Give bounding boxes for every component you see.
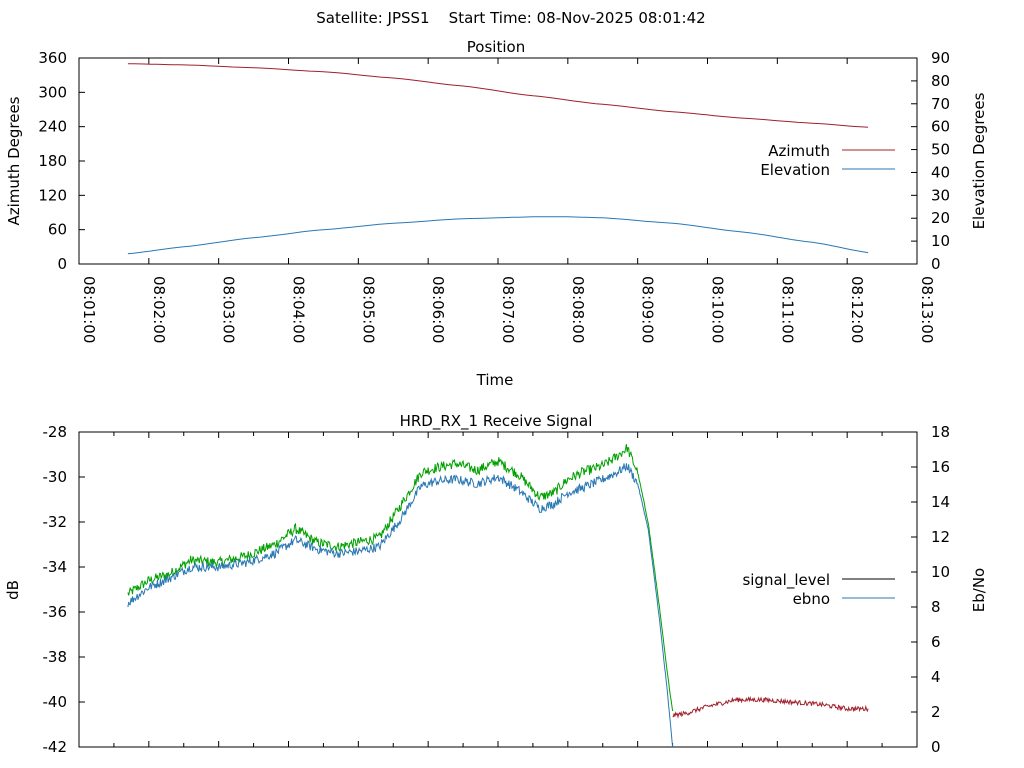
legend-label-signal-level: signal_level bbox=[742, 571, 830, 590]
position-x-tick-label: 08:12:00 bbox=[848, 276, 866, 343]
receive-y-tick-label: -38 bbox=[43, 648, 68, 666]
receive-y2-tick-label: 10 bbox=[931, 563, 950, 581]
position-y2-tick-label: 20 bbox=[931, 209, 950, 227]
position-x-tick-label: 08:05:00 bbox=[359, 276, 377, 343]
position-x-tick-label: 08:11:00 bbox=[778, 276, 796, 343]
position-y2-tick-label: 70 bbox=[931, 95, 950, 113]
position-y2-axis-label: Elevation Degrees bbox=[970, 92, 988, 229]
receive-y2-tick-label: 16 bbox=[931, 458, 950, 476]
receive-y-tick-label: -32 bbox=[43, 513, 68, 531]
receive-y2-tick-label: 6 bbox=[931, 633, 941, 651]
position-y2-tick-label: 80 bbox=[931, 72, 950, 90]
legend-label-ebno: ebno bbox=[793, 590, 830, 608]
position-x-tick-label: 08:07:00 bbox=[499, 276, 517, 343]
receive-series bbox=[127, 444, 869, 748]
position-y-tick-label: 120 bbox=[38, 186, 67, 204]
receive-y2-tick-label: 8 bbox=[931, 598, 941, 616]
position-x-tick-label: 08:09:00 bbox=[639, 276, 657, 343]
series-line-azimuth bbox=[127, 63, 869, 128]
position-x-tick-label: 08:02:00 bbox=[150, 276, 168, 343]
receive-legend: signal_level ebno bbox=[742, 571, 895, 608]
series-line-elevation bbox=[127, 216, 869, 255]
position-x-tick-label: 08:13:00 bbox=[918, 276, 936, 343]
position-y-tick-label: 60 bbox=[48, 221, 67, 239]
receive-y2-tick-label: 4 bbox=[931, 668, 941, 686]
position-y2-tick-label: 50 bbox=[931, 141, 950, 159]
receive-y-tick-label: -36 bbox=[43, 603, 68, 621]
receive-y2-tick-label: 18 bbox=[931, 423, 950, 441]
figure-title: Satellite: JPSS1 Start Time: 08-Nov-2025… bbox=[316, 9, 705, 27]
position-y-tick-label: 180 bbox=[38, 152, 67, 170]
receive-y-tick-label: -40 bbox=[43, 693, 68, 711]
position-legend: Azimuth Elevation bbox=[760, 142, 895, 179]
position-y-tick-label: 300 bbox=[38, 83, 67, 101]
receive-signal-chart: HRD_RX_1 Receive Signal dB Eb/No -42-40-… bbox=[4, 412, 988, 756]
position-y2-tick-label: 0 bbox=[931, 255, 941, 273]
series-line-signal-level-after-los- bbox=[672, 695, 869, 719]
position-y2-tick-label: 40 bbox=[931, 163, 950, 181]
legend-label-elevation: Elevation bbox=[760, 161, 830, 179]
position-x-axis-label: Time bbox=[476, 371, 514, 389]
position-y-axis-label: Azimuth Degrees bbox=[5, 96, 23, 225]
legend-label-azimuth: Azimuth bbox=[768, 142, 830, 160]
receive-y-tick-label: -30 bbox=[43, 468, 68, 486]
position-x-tick-label: 08:03:00 bbox=[220, 276, 238, 343]
position-y2-tick-label: 10 bbox=[931, 232, 950, 250]
receive-y-tick-label: -28 bbox=[43, 423, 68, 441]
position-x-tick-label: 08:08:00 bbox=[569, 276, 587, 343]
receive-y2-axis-label: Eb/No bbox=[970, 568, 988, 612]
receive-y2-tick-label: 12 bbox=[931, 528, 950, 546]
receive-y2-tick-label: 0 bbox=[931, 738, 941, 756]
position-y-tick-label: 240 bbox=[38, 118, 67, 136]
position-y2-tick-label: 30 bbox=[931, 186, 950, 204]
series-line-signal-level-green-segment- bbox=[127, 444, 674, 712]
receive-y-tick-label: -34 bbox=[43, 558, 68, 576]
position-series bbox=[127, 63, 869, 255]
position-axes: 0 60 120 180 240 300 360 0 10 20 30 40 50 60 70 80 90 08:… bbox=[38, 49, 950, 343]
receive-y-axis-label: dB bbox=[4, 580, 22, 600]
position-y2-tick-label: 90 bbox=[931, 49, 950, 67]
receive-y2-tick-label: 2 bbox=[931, 703, 941, 721]
position-chart: Position Azimuth Degrees Elevation Degre… bbox=[5, 38, 988, 389]
position-chart-title: Position bbox=[467, 38, 525, 56]
receive-y-tick-label: -42 bbox=[43, 738, 68, 756]
position-x-tick-label: 08:01:00 bbox=[80, 276, 98, 343]
position-y-tick-label: 360 bbox=[38, 49, 67, 67]
receive-signal-chart-title: HRD_RX_1 Receive Signal bbox=[400, 412, 593, 431]
receive-axes: -42 -40 -38 -36 -34 -32 -30 -28 0 2 4 6 8 10 12 14 16 18 bbox=[43, 423, 951, 756]
position-x-tick-label: 08:06:00 bbox=[429, 276, 447, 343]
position-y-tick-label: 0 bbox=[57, 255, 67, 273]
position-y2-tick-label: 60 bbox=[931, 118, 950, 136]
position-x-tick-label: 08:04:00 bbox=[290, 276, 308, 343]
series-line-ebno bbox=[127, 463, 674, 748]
receive-y2-tick-label: 14 bbox=[931, 493, 950, 511]
position-x-tick-label: 08:10:00 bbox=[709, 276, 727, 343]
